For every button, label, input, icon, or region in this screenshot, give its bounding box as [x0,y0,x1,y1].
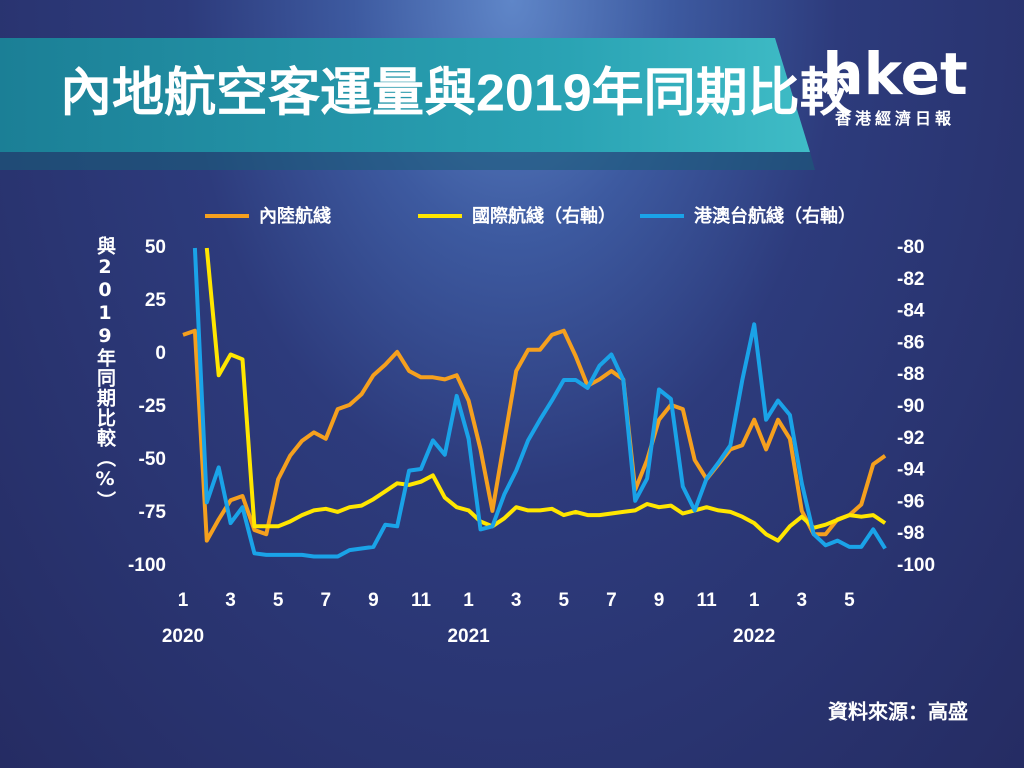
x-tick-label: 11 [697,590,718,611]
y2-tick-label: -100 [897,555,935,576]
y-axis-label: 與2019年同期比較（%） [94,236,116,511]
x-tick-label: 9 [368,590,379,611]
x-year-label: 2021 [447,626,490,647]
logo-subtitle: 香港經濟日報 [834,109,955,128]
legend-label: 內陸航綫 [259,205,331,226]
chart-title: 內地航空客運量與2019年同期比較 [60,65,853,123]
x-tick-label: 5 [273,590,284,611]
title-banner [0,38,810,152]
y-tick-label: 50 [145,237,166,258]
x-year-label: 2020 [162,626,204,647]
y-tick-label: 0 [155,343,166,364]
x-tick-label: 7 [321,590,332,611]
legend-label: 國際航綫（右軸） [472,205,616,226]
y2-tick-label: -98 [897,523,924,544]
x-tick-label: 9 [654,590,665,611]
x-tick-label: 3 [511,590,522,611]
y-tick-label: -50 [139,449,166,470]
y2-tick-label: -92 [897,428,924,449]
x-year-label: 2022 [733,626,775,647]
y2-tick-label: -88 [897,364,924,385]
y2-tick-label: -96 [897,491,924,512]
y2-tick-label: -84 [897,301,925,322]
x-tick-label: 1 [749,590,760,611]
y2-tick-label: -80 [897,237,924,258]
x-tick-label: 3 [225,590,236,611]
legend-label: 港澳台航綫（右軸） [694,205,856,226]
y2-tick-label: -94 [897,460,925,481]
y-tick-label: -25 [139,396,167,417]
y-tick-label: -100 [128,555,166,576]
series-line [182,328,887,543]
x-tick-label: 3 [797,590,808,611]
x-tick-label: 5 [844,590,855,611]
y-tick-label: -75 [139,502,167,523]
x-tick-label: 1 [178,590,189,611]
y2-tick-label: -90 [897,396,924,417]
x-tick-label: 7 [606,590,617,611]
y-tick-label: 25 [145,290,167,311]
banner-shadow [0,152,815,170]
logo: hket [822,40,967,108]
source: 資料來源：高盛 [828,699,968,723]
x-tick-label: 1 [463,590,474,611]
y2-tick-label: -86 [897,332,924,353]
series-line [192,247,887,559]
y2-tick-label: -82 [897,269,924,290]
series-line [204,247,887,543]
x-tick-label: 5 [559,590,570,611]
x-tick-label: 11 [411,590,432,611]
